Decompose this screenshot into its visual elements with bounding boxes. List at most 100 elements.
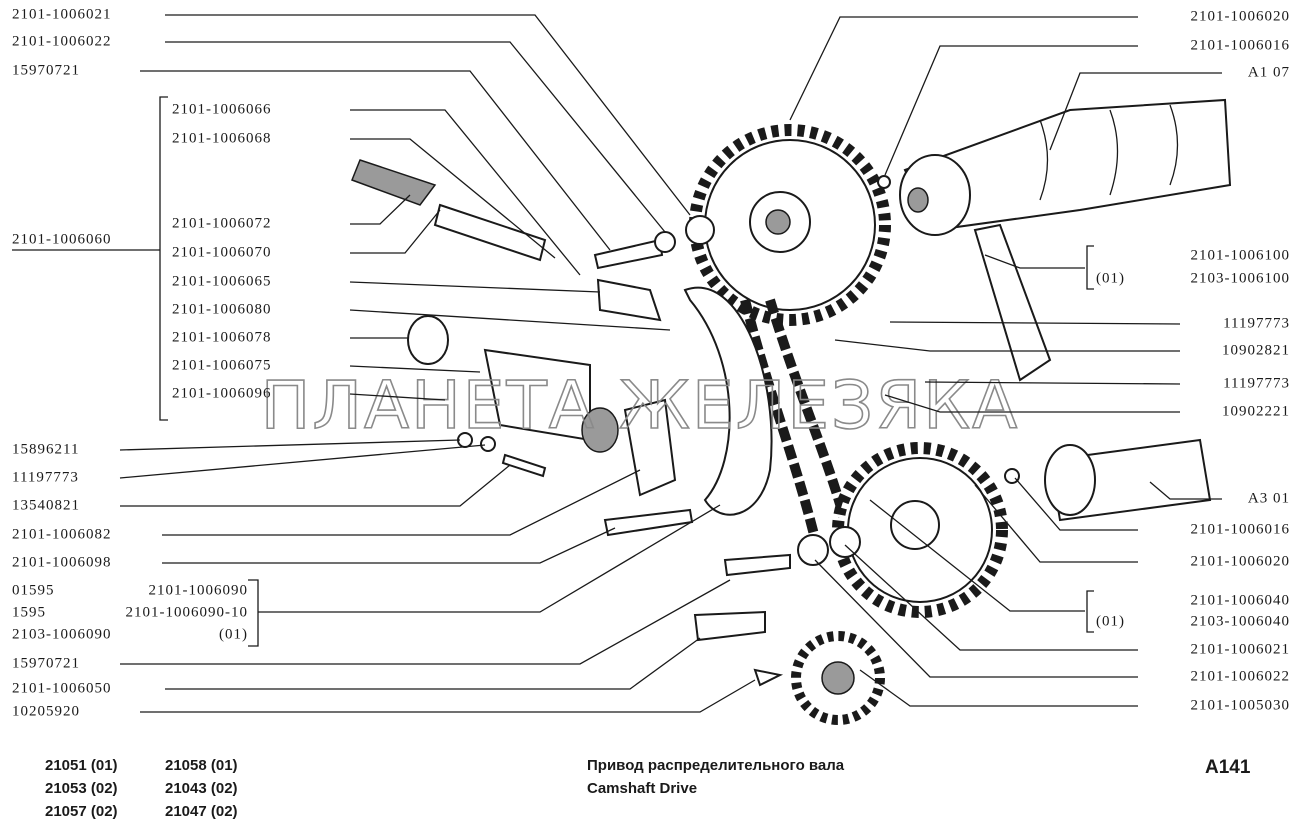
callout-label: 13540821 xyxy=(12,497,80,513)
leader-line xyxy=(789,16,1138,121)
leader-line xyxy=(1014,477,1138,531)
callout-label: 01595 xyxy=(12,582,55,598)
callouts: 2101-1006021 2101-1006022 15970721 15896211… xyxy=(12,6,1291,719)
callout-label: 2103-1006100 xyxy=(1191,270,1291,286)
callout-label: 2101-1006078 xyxy=(172,329,272,345)
spring xyxy=(351,159,437,206)
model-code: 21057 (02) xyxy=(45,803,118,820)
leader-line xyxy=(350,109,581,276)
leader-line xyxy=(1049,72,1222,151)
leader-line xyxy=(1149,481,1222,500)
callout-label: 11197773 xyxy=(12,469,79,485)
leader-line xyxy=(349,281,601,293)
callout-label: 2101-1006016 xyxy=(1191,37,1291,53)
callout-label: 2101-1006020 xyxy=(1191,553,1291,569)
washer xyxy=(829,526,861,558)
leader-line xyxy=(162,527,616,564)
pin xyxy=(877,175,891,189)
bolt xyxy=(593,238,664,270)
callout-label: 2101-1005030 xyxy=(1191,697,1291,713)
key xyxy=(753,668,784,687)
tensioner-bore xyxy=(581,407,619,453)
callout-label: 15970721 xyxy=(12,655,80,671)
callout-label: 2101-1006100 xyxy=(1191,247,1291,263)
callout-label: 15896211 xyxy=(12,441,79,457)
rod xyxy=(433,203,547,262)
callout-label: 2101-1006021 xyxy=(1191,641,1291,657)
bracket xyxy=(1086,245,1094,290)
callout-label: 2101-1006066 xyxy=(172,101,272,117)
pin xyxy=(501,453,547,478)
leader-line xyxy=(120,464,511,507)
leader-line xyxy=(869,499,1085,612)
callout-label: 10902221 xyxy=(1222,403,1290,419)
callout-label: 2101-1006075 xyxy=(172,357,272,373)
leader-line xyxy=(984,254,1085,269)
leader-line xyxy=(165,14,691,216)
callout-label: 10205920 xyxy=(12,703,80,719)
leader-line xyxy=(165,637,701,690)
plunger xyxy=(596,278,662,322)
leader-line xyxy=(140,679,756,713)
callout-label: 2101-1006040 xyxy=(1191,592,1291,608)
leader-line xyxy=(350,194,411,225)
model-code: 21051 (01) xyxy=(45,757,118,774)
camshaft-bore xyxy=(907,187,929,213)
callout-label: 2101-1006068 xyxy=(172,130,272,146)
callout-label: A3 01 xyxy=(1248,490,1290,506)
callout-label: 1595 xyxy=(12,604,46,620)
camshaft-flange xyxy=(899,154,971,236)
drawing-code: A141 xyxy=(1205,757,1251,778)
callout-label: 15970721 xyxy=(12,62,80,78)
callout-label: 11197773 xyxy=(1223,375,1290,391)
leader-line xyxy=(884,45,1138,176)
callout-label: A1 07 xyxy=(1248,64,1290,80)
model-code: 21043 (02) xyxy=(165,780,238,797)
title-ru: Привод распределительного вала xyxy=(587,757,845,774)
leader-line xyxy=(349,365,481,373)
leader-line xyxy=(119,444,486,479)
model-code: 21047 (02) xyxy=(165,803,238,820)
callout-label: 2101-1006022 xyxy=(1191,668,1291,684)
leader-line xyxy=(140,70,611,251)
parts xyxy=(351,98,1232,725)
callout-label: 2101-1006021 xyxy=(12,6,112,22)
callout-label: (01) xyxy=(1096,270,1125,286)
washer xyxy=(685,215,715,245)
chain-guide xyxy=(973,223,1052,382)
bracket xyxy=(248,579,259,647)
callout-label: 2101-1006016 xyxy=(1191,521,1291,537)
callout-label: 2101-1006090 xyxy=(149,582,249,598)
callout-label: (01) xyxy=(1096,613,1125,629)
leader-line xyxy=(162,469,641,536)
bracket xyxy=(159,96,168,421)
callout-label: 2101-1006065 xyxy=(172,273,272,289)
callout-label: 2101-1006070 xyxy=(172,244,272,260)
leader-line xyxy=(349,393,446,401)
callout-label: 2103-1006090 xyxy=(12,626,112,642)
callout-label: 2101-1006050 xyxy=(12,680,112,696)
model-code: 21053 (02) xyxy=(45,780,118,797)
leader-line xyxy=(349,309,671,331)
washer xyxy=(797,534,829,566)
leader-line xyxy=(350,138,556,259)
leader-line xyxy=(884,394,1180,413)
leader-line xyxy=(165,41,666,233)
callout-label: 2101-1006080 xyxy=(172,301,272,317)
washer xyxy=(480,436,496,452)
watermark: ПЛАНЕТА ЖЕЛЕЗЯКА xyxy=(261,367,1019,444)
bolt xyxy=(723,553,791,577)
callout-label: 2101-1006020 xyxy=(1191,8,1291,24)
callout-label: (01) xyxy=(219,626,248,642)
leader-line xyxy=(924,381,1181,385)
leader-line xyxy=(814,559,1138,678)
aux-shaft-flange xyxy=(1044,444,1096,516)
callout-label: 11197773 xyxy=(1223,315,1290,331)
leader-line xyxy=(119,439,461,451)
callout-label: 2101-1006072 xyxy=(172,215,272,231)
callout-label: 2103-1006040 xyxy=(1191,613,1291,629)
cam-lobes xyxy=(1039,104,1179,201)
